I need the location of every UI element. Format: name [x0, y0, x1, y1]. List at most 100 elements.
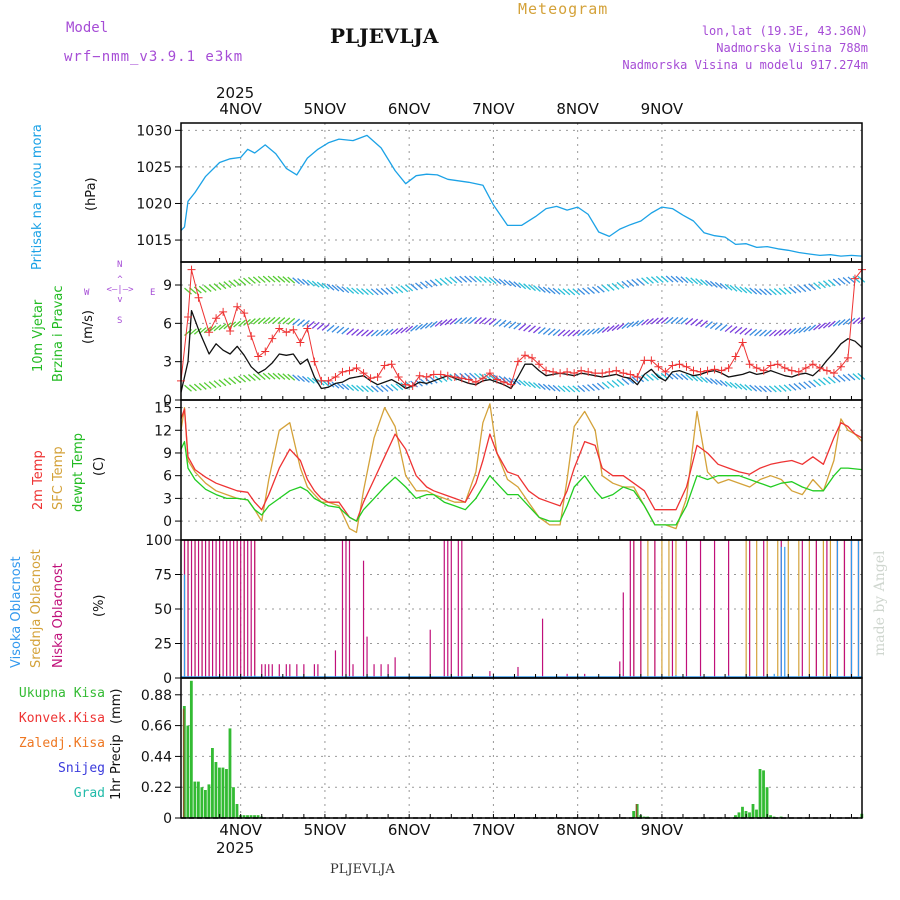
compass-w-label: W — [84, 288, 90, 298]
wind-barb — [798, 285, 807, 293]
wind-barb — [680, 373, 689, 381]
wind-barb — [655, 317, 664, 325]
y-tick-label: 0.66 — [141, 719, 172, 735]
wind-barb — [665, 316, 674, 324]
wind-barb — [729, 325, 738, 333]
convective-bar — [635, 804, 638, 818]
wind-barb — [410, 283, 418, 291]
wind-barb — [483, 317, 492, 325]
wind-barb — [365, 385, 374, 393]
wind-gust-marker — [815, 364, 824, 373]
temp2m-line — [180, 408, 863, 522]
wind-barb — [218, 282, 227, 290]
wind-barb — [734, 285, 743, 293]
wind-barb — [729, 381, 738, 389]
wind-gust-marker — [675, 360, 684, 369]
wind-gust-marker — [394, 373, 403, 381]
wind-barb — [331, 284, 340, 292]
wind-barb — [827, 320, 836, 328]
wind-barb — [808, 283, 817, 291]
wind-barb — [370, 385, 379, 393]
wind-barb — [351, 287, 360, 295]
wind-barb — [631, 376, 640, 384]
wind-barb — [361, 329, 369, 337]
wind-gust-marker — [331, 373, 340, 381]
wind-barb — [582, 384, 591, 392]
wind-barb — [582, 287, 591, 295]
wind-barb — [434, 319, 443, 327]
wind-barb — [203, 284, 212, 292]
model-altitude-text: Nadmorska Visina u modelu 917.274m — [622, 58, 868, 72]
panel-frame — [180, 122, 863, 263]
station-title: PLJEVLJA — [330, 24, 439, 48]
wind-barb — [837, 277, 846, 285]
precip-bar — [225, 769, 228, 818]
wind-barb — [788, 383, 797, 391]
wind-barb — [803, 284, 812, 292]
wind-barb — [434, 278, 443, 286]
y-tick-label: 3 — [163, 491, 172, 507]
wind-barb — [591, 286, 600, 294]
wind-barb — [724, 283, 733, 291]
wind-gust-marker — [535, 360, 544, 369]
y-tick-label: 0.22 — [141, 780, 172, 796]
wind-barb — [562, 385, 571, 393]
wind-barb — [813, 323, 821, 331]
wind-barb — [542, 383, 551, 391]
wind-barb — [469, 316, 477, 324]
wind-barb — [695, 319, 704, 327]
precip-bar — [221, 767, 225, 818]
wind-barb — [749, 287, 758, 295]
wind-barb — [601, 381, 610, 389]
day-label-top: 7NOV — [472, 100, 515, 118]
wind-barb — [415, 282, 423, 290]
wind-barb — [641, 318, 649, 326]
wind-barb — [572, 329, 581, 337]
precip-bar — [211, 748, 214, 818]
wind-barb — [690, 374, 699, 382]
wind-barb — [513, 281, 522, 289]
wind-gust-marker — [310, 357, 319, 366]
wind-barb — [763, 288, 772, 296]
wind-barb — [675, 317, 684, 325]
wind-barb — [759, 385, 767, 393]
wind-barb — [685, 276, 694, 284]
wind-barb — [621, 378, 630, 385]
wind-barb — [198, 285, 207, 293]
precip-bar — [249, 815, 253, 818]
wind-barb — [537, 327, 546, 335]
wind-barb — [380, 329, 389, 337]
tick-layer: 4NOV 4NOV 5NOV 5NOV 6NOV 6NOV 7NOV 7NOV 8NOV 8NOV… — [136, 100, 852, 839]
wind-barb — [454, 276, 463, 284]
wind-gust-marker — [808, 360, 817, 369]
wind-barb — [341, 327, 350, 335]
wind-barb — [311, 280, 320, 288]
precip-bar — [218, 767, 221, 818]
wind-barb — [533, 382, 541, 390]
day-label-bottom: 5NOV — [304, 821, 347, 839]
wind-barb — [518, 282, 527, 290]
pressure-label: Pritisak na nivou mora — [30, 124, 45, 270]
wind-barb — [252, 317, 261, 325]
wind-gust-marker — [289, 325, 298, 334]
wind-barb — [267, 275, 276, 283]
wind-gust-marker — [850, 274, 859, 283]
wind-barb — [680, 276, 689, 284]
wind-barb — [773, 288, 782, 296]
wind-barb — [700, 376, 708, 384]
wind-barb — [385, 384, 394, 392]
wind-barb — [464, 275, 473, 283]
wind-barb — [547, 287, 556, 295]
wind-barb — [346, 328, 355, 336]
high-cloud-label: Visoka Oblacnost — [9, 556, 24, 668]
grid-layer — [181, 123, 862, 819]
wind-barb — [233, 320, 242, 328]
wind-barb — [591, 383, 600, 391]
wind-barb — [587, 287, 595, 295]
wind-gust-marker — [591, 369, 600, 378]
wind-gust-marker — [373, 373, 382, 381]
wind-barb — [390, 328, 399, 336]
wind-barb — [567, 329, 576, 337]
wind-barb — [714, 323, 723, 331]
wind-barb — [552, 329, 561, 336]
